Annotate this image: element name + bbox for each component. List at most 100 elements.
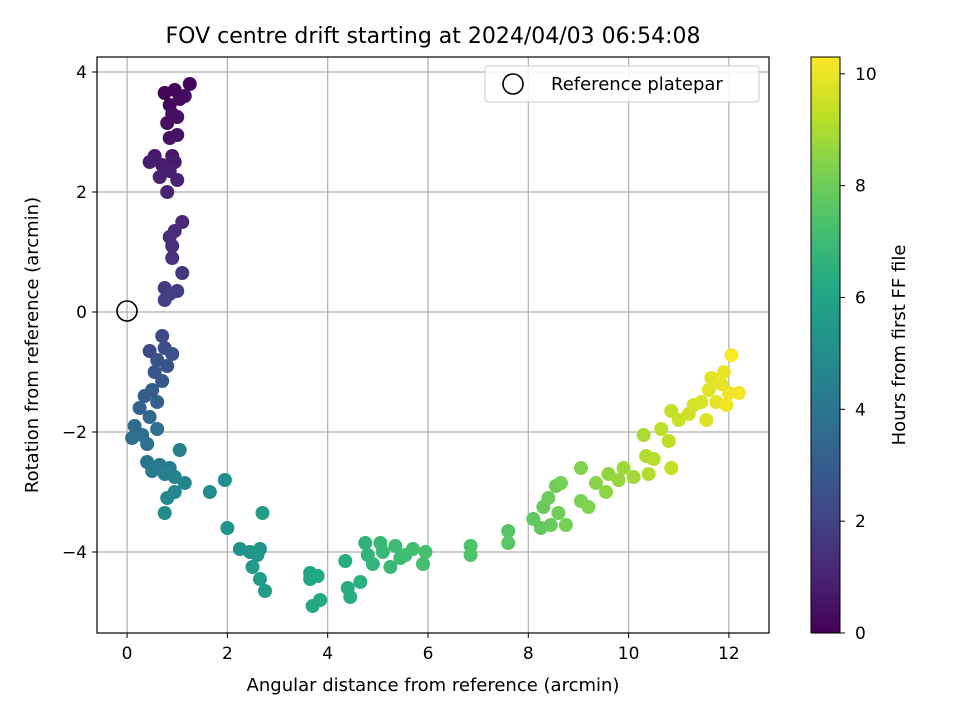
data-point <box>172 443 187 457</box>
data-point <box>150 395 165 409</box>
data-point <box>255 506 270 520</box>
data-point <box>719 398 734 412</box>
legend-marker <box>502 73 524 95</box>
reference-marker <box>116 300 138 322</box>
y-axis-ticks: −4 −2 0 2 4 <box>62 63 97 563</box>
data-point <box>463 548 478 562</box>
data-point <box>245 560 260 574</box>
data-point <box>553 476 568 490</box>
data-point <box>250 548 265 562</box>
data-point <box>142 155 157 169</box>
data-point <box>541 491 556 505</box>
colorbar-tick-label: 6 <box>855 288 866 308</box>
data-point <box>418 545 433 559</box>
x-axis-ticks: 0 2 4 6 8 10 12 <box>122 633 740 664</box>
data-point <box>724 348 739 363</box>
y-tick-label: −2 <box>62 423 87 443</box>
legend-box <box>484 65 760 103</box>
data-point <box>220 521 235 535</box>
data-point <box>157 506 172 520</box>
data-point <box>170 173 185 187</box>
data-point <box>160 359 175 373</box>
data-point <box>177 89 192 103</box>
data-point <box>313 593 328 607</box>
colorbar-label: Hours from first FF file <box>889 245 910 446</box>
data-point <box>137 389 152 403</box>
data-point <box>543 518 558 532</box>
data-point <box>646 452 661 466</box>
data-point <box>125 431 140 445</box>
data-point <box>701 383 716 397</box>
data-point <box>132 401 147 415</box>
data-point <box>415 557 430 571</box>
data-point <box>731 386 746 400</box>
x-tick-label: 0 <box>122 644 133 664</box>
data-points <box>125 77 746 613</box>
x-tick-label: 12 <box>718 644 740 664</box>
data-point <box>165 251 180 265</box>
data-point <box>375 545 390 559</box>
legend: Reference platepar <box>484 65 760 103</box>
data-point <box>358 536 373 550</box>
data-point <box>616 461 631 475</box>
x-axis-label: Angular distance from reference (arcmin) <box>247 675 620 696</box>
data-point <box>636 428 651 442</box>
data-point <box>160 116 175 130</box>
plot-grid <box>97 57 769 633</box>
data-point <box>150 422 165 436</box>
colorbar-tick-label: 8 <box>855 177 866 197</box>
data-point <box>155 374 170 388</box>
colorbar <box>810 56 841 634</box>
y-axis-label: Rotation from reference (arcmin) <box>22 197 43 493</box>
data-point <box>699 413 714 427</box>
data-point <box>343 590 358 604</box>
colorbar-tick-label: 4 <box>855 400 866 420</box>
data-point <box>258 584 272 598</box>
data-point <box>654 422 669 436</box>
data-point <box>157 293 172 307</box>
data-point <box>405 542 420 556</box>
colorbar-ticks: 0 2 4 6 8 10 <box>840 65 877 644</box>
colorbar-tick-label: 10 <box>855 65 877 85</box>
data-point <box>175 266 190 280</box>
y-tick-label: 2 <box>76 183 87 203</box>
x-tick-label: 10 <box>618 644 640 664</box>
data-point <box>664 461 679 475</box>
data-point <box>145 464 160 478</box>
data-point <box>551 506 566 520</box>
data-point <box>626 470 641 484</box>
data-point <box>599 485 614 499</box>
data-point <box>152 170 167 184</box>
data-point <box>182 77 197 91</box>
x-tick-label: 2 <box>222 644 233 664</box>
chart-title: FOV centre drift starting at 2024/04/03 … <box>166 24 701 49</box>
data-point <box>155 329 170 343</box>
data-point <box>353 575 368 589</box>
data-point <box>501 524 516 538</box>
y-tick-label: −4 <box>62 543 87 563</box>
x-tick-label: 6 <box>423 644 434 664</box>
colorbar-tick-label: 0 <box>855 624 866 644</box>
data-point <box>721 386 736 400</box>
x-tick-label: 8 <box>523 644 534 664</box>
data-point <box>140 437 155 451</box>
data-point <box>142 410 157 424</box>
data-point <box>383 560 398 574</box>
data-point <box>694 395 709 409</box>
data-point <box>338 554 353 568</box>
data-point <box>581 500 596 514</box>
data-point <box>252 572 267 586</box>
data-point <box>501 536 516 550</box>
data-point <box>177 476 192 490</box>
data-point <box>160 491 175 505</box>
data-point <box>170 128 185 142</box>
data-point <box>716 365 731 379</box>
data-point <box>202 485 217 499</box>
data-point <box>165 239 180 253</box>
data-point <box>365 557 380 571</box>
data-point <box>661 434 676 448</box>
plot-frame <box>96 56 770 634</box>
y-tick-label: 0 <box>76 303 87 323</box>
data-point <box>310 569 325 583</box>
